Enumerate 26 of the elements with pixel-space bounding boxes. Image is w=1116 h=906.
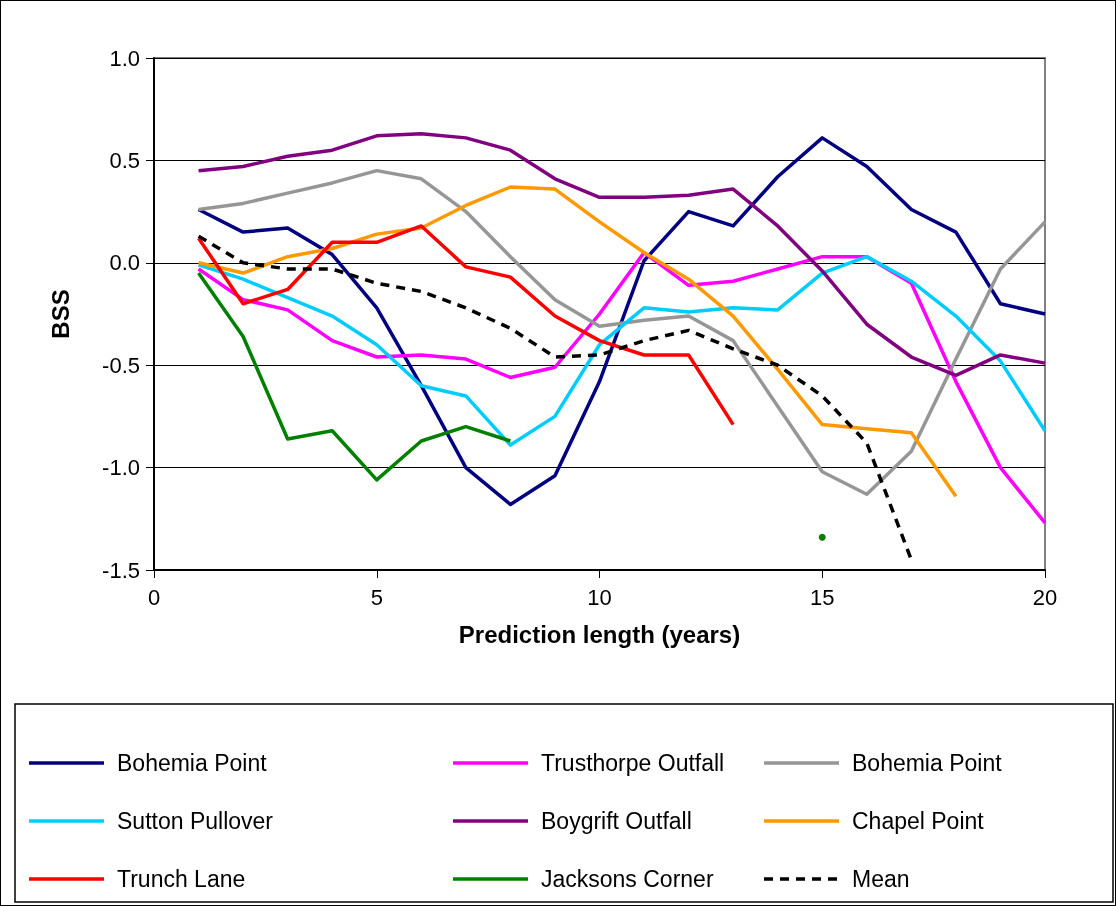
legend-label: Chapel Point [852, 808, 985, 834]
legend-label: Trusthorpe Outfall [541, 750, 725, 776]
y-tick-label: -1.5 [102, 557, 140, 583]
legend-label: Boygrift Outfall [541, 808, 692, 834]
y-axis-title: BSS [46, 289, 74, 339]
legend-label: Sutton Pullover [117, 808, 274, 834]
x-tick-label: 15 [810, 584, 835, 610]
x-axis-title: Prediction length (years) [458, 620, 741, 648]
legend-label: Bohemia Point [852, 750, 1003, 776]
x-tick-label: 0 [147, 584, 161, 610]
legend-label: Trunch Lane [117, 866, 246, 892]
legend-label: Mean [852, 866, 910, 892]
x-tick-label: 5 [370, 584, 383, 610]
line-series [196, 132, 1047, 378]
y-tick-label: -1.0 [102, 455, 140, 481]
x-tick-label: 20 [1032, 584, 1058, 610]
y-tick-label: -0.5 [102, 352, 140, 378]
y-tick-label: 1.0 [109, 45, 140, 71]
line-series [196, 254, 1047, 447]
legend-label: Bohemia Point [117, 750, 268, 776]
line-series [196, 224, 735, 427]
x-tick-label: 10 [587, 584, 612, 610]
line-series [196, 185, 958, 499]
y-tick-label: 0.5 [109, 147, 140, 173]
y-tick-label: 0.0 [109, 250, 140, 276]
legend-label: Jacksons Corner [541, 866, 714, 892]
